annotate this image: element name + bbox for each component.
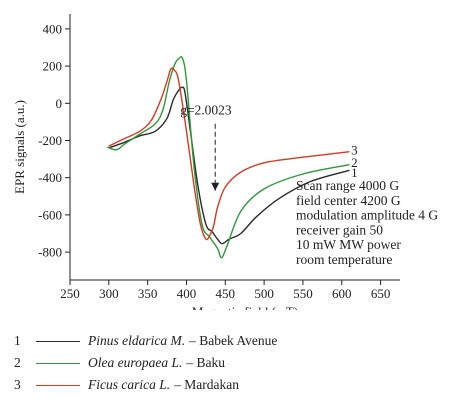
legend-swatch [36,340,80,342]
y-tick-label: 0 [56,96,63,111]
x-tick-label: 650 [371,286,391,301]
legend-species: Olea europaea L. [88,355,183,370]
x-tick-label: 250 [60,286,80,301]
legend-place: – Mardakan [174,377,239,392]
curve-number-1: 1 [351,165,358,180]
x-tick-label: 550 [293,286,313,301]
condition-text: receiver gain 50 [296,222,383,237]
y-tick-label: 200 [43,59,63,74]
y-tick-label: -400 [38,170,62,185]
legend-swatch [36,362,80,364]
series-2-line [107,56,350,259]
x-tick-label: 450 [216,286,236,301]
condition-text: Scan range 4000 G [296,178,399,193]
condition-text: field center 4200 G [296,193,401,208]
legend-item-2: 2 Olea europaea L. – Baku [14,352,225,374]
legend-species: Ficus carica L. [88,377,171,392]
y-tick-label: -200 [38,133,62,148]
condition-text: 10 mW MW power [296,237,401,252]
y-tick-label: -600 [38,207,62,222]
x-tick-label: 600 [332,286,352,301]
legend-item-1: 1 Pinus eldarica M. – Babek Avenue [14,330,277,352]
legend-place: – Baku [186,355,225,370]
curve-number-3: 3 [351,143,358,158]
y-tick-label: -800 [38,245,62,260]
x-tick-label: 350 [138,286,158,301]
y-axis-label: EPR signals (a.u.) [12,100,27,194]
condition-text: modulation amplitude 4 G [296,208,438,223]
epr-chart: 250 300 350 400 450 500 550 600 650 -800 -600 -400 -… [12,14,438,319]
x-axis-label: Magnetic field (mT) [192,304,298,310]
g-factor-arrowhead [211,182,220,191]
legend-number: 3 [14,377,21,392]
x-tick-label: 500 [254,286,274,301]
legend-species: Pinus eldarica M. [88,333,186,348]
curve-number-2: 2 [351,155,358,170]
x-tick-label: 300 [99,286,119,301]
legend-swatch [36,384,80,386]
legend-item-3: 3 Ficus carica L. – Mardakan [14,374,239,396]
legend-number: 2 [14,355,21,370]
condition-text: room temperature [296,252,392,267]
series-3-line [108,67,350,241]
series-1-line [108,86,350,245]
legend-place: – Babek Avenue [189,333,278,348]
legend-number: 1 [14,333,21,348]
y-tick-label: 400 [43,21,63,36]
g-factor-label: g=2.0023 [180,102,232,117]
x-tick-label: 400 [177,286,197,301]
